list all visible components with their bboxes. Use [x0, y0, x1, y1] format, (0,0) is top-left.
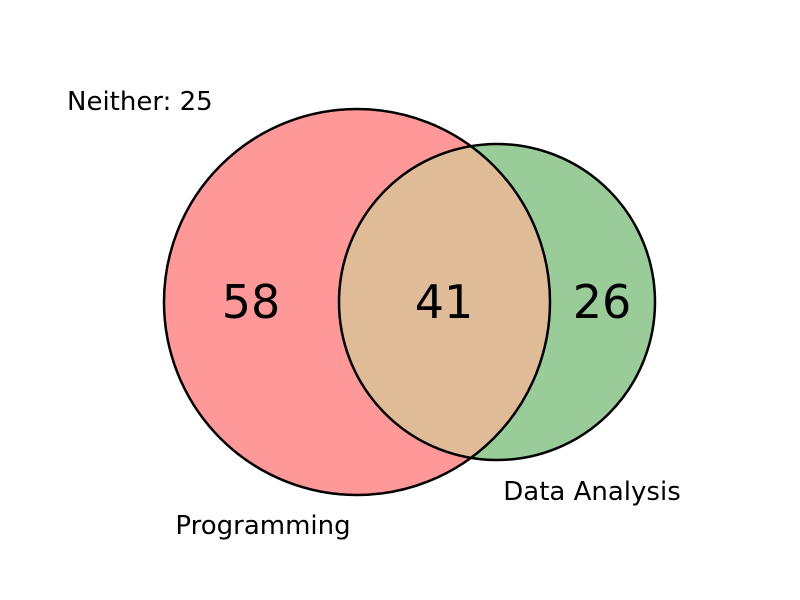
- intersection-region: [339, 144, 550, 460]
- data-analysis-label: Data Analysis: [503, 477, 680, 507]
- intersection-count: 41: [415, 275, 474, 329]
- programming-only-count: 58: [222, 275, 281, 329]
- programming-circle-outline: [162, 107, 552, 497]
- neither-label: Neither: 25: [67, 87, 213, 117]
- programming-label: Programming: [175, 511, 350, 541]
- data-analysis-circle-outline: [337, 142, 657, 462]
- data-analysis-only-count: 26: [573, 275, 632, 329]
